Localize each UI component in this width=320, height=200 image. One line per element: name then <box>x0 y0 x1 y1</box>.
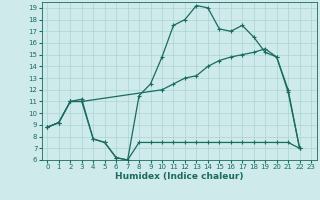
X-axis label: Humidex (Indice chaleur): Humidex (Indice chaleur) <box>115 172 244 181</box>
